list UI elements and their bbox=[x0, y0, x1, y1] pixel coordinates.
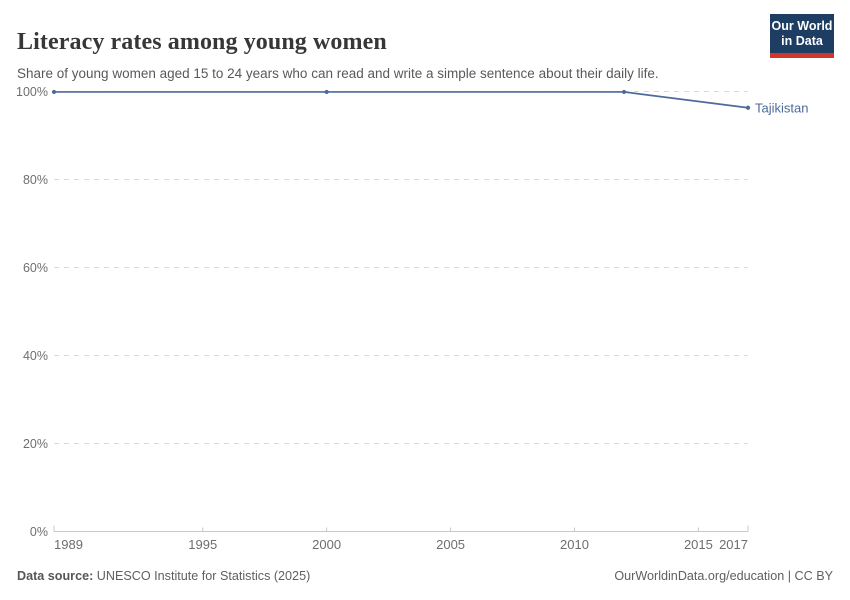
x-tick-label: 1995 bbox=[188, 537, 217, 552]
data-point-marker bbox=[324, 89, 329, 95]
y-tick-label: 100% bbox=[16, 85, 48, 99]
x-tick-label: 2015 bbox=[684, 537, 713, 552]
y-tick-label: 40% bbox=[23, 349, 48, 363]
owid-logo-line1: Our World bbox=[771, 19, 833, 33]
entity-label[interactable]: Tajikistan bbox=[755, 100, 808, 115]
x-tick-label: 1989 bbox=[54, 537, 83, 552]
data-point-marker bbox=[51, 89, 57, 95]
chart-subtitle: Share of young women aged 15 to 24 years… bbox=[17, 65, 659, 81]
data-point-marker bbox=[745, 105, 751, 110]
y-tick-label: 80% bbox=[23, 173, 48, 187]
credit-link[interactable]: OurWorldinData.org/education | CC BY bbox=[614, 569, 833, 583]
datasource-value: UNESCO Institute for Statistics (2025) bbox=[93, 569, 311, 583]
y-tick-label: 0% bbox=[30, 525, 48, 539]
x-tick-label: 2000 bbox=[312, 537, 341, 552]
y-tick-label: 60% bbox=[23, 261, 48, 275]
y-tick-label: 20% bbox=[23, 437, 48, 451]
chart-title: Literacy rates among young women bbox=[17, 29, 387, 56]
datasource-note: Data source: UNESCO Institute for Statis… bbox=[17, 569, 310, 583]
datasource-label: Data source: bbox=[17, 569, 94, 583]
x-tick-label: 2005 bbox=[436, 537, 465, 552]
series-line bbox=[54, 91, 749, 109]
owid-logo-line2: in Data bbox=[781, 34, 823, 48]
x-tick-label: 2017 bbox=[719, 537, 748, 552]
data-point-marker bbox=[621, 89, 627, 95]
owid-logo[interactable]: Our World in Data bbox=[770, 14, 834, 58]
x-tick-label: 2010 bbox=[560, 537, 589, 552]
